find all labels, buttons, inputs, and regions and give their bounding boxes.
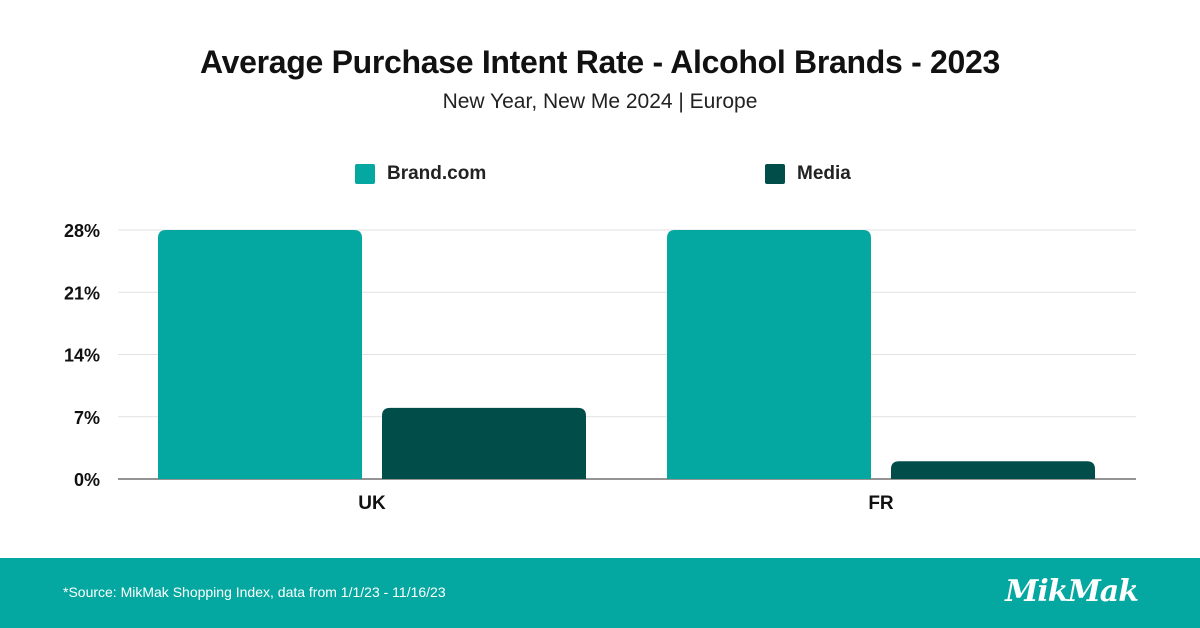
chart-legend: Brand.com Media: [0, 163, 1200, 189]
legend-swatch-brand: [355, 164, 375, 184]
y-tick-label: 21%: [64, 283, 100, 303]
y-tick-label: 7%: [74, 408, 100, 428]
chart-title: Average Purchase Intent Rate - Alcohol B…: [199, 44, 1001, 80]
footer-bar: *Source: MikMak Shopping Index, data fro…: [0, 558, 1200, 628]
legend-item-media: Media: [765, 163, 851, 185]
x-tick-label: FR: [868, 493, 894, 514]
source-note: *Source: MikMak Shopping Index, data fro…: [63, 584, 446, 600]
legend-label-media: Media: [797, 163, 851, 184]
legend-label-brand: Brand.com: [387, 163, 487, 184]
x-tick-label: UK: [358, 493, 386, 514]
mikmak-logo: MikMak: [1005, 574, 1139, 609]
bar-media-uk: [382, 407, 586, 479]
bar-brand-com-fr: [667, 230, 871, 479]
legend-swatch-media: [765, 164, 785, 184]
chart-subtitle: New Year, New Me 2024 | Europe: [442, 90, 758, 113]
bar-brand-com-uk: [158, 230, 362, 479]
y-tick-label: 28%: [64, 221, 100, 241]
bar-media-fr: [891, 461, 1095, 479]
y-tick-label: 0%: [74, 470, 100, 490]
legend-item-brand: Brand.com: [355, 163, 486, 185]
y-tick-label: 14%: [64, 346, 100, 366]
bar-chart: 0% 7% 14% 21% 28% UK FR: [64, 221, 1136, 514]
